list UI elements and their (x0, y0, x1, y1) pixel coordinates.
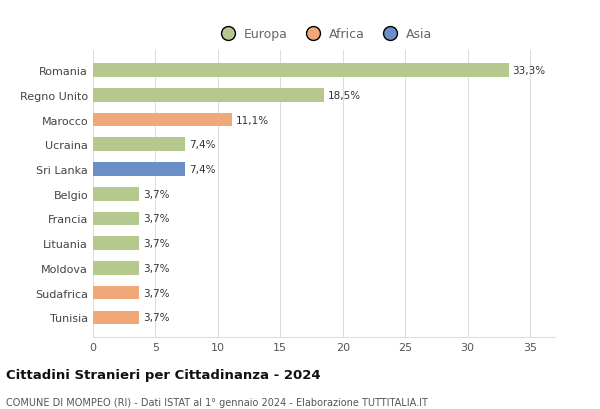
Text: COMUNE DI MOMPEO (RI) - Dati ISTAT al 1° gennaio 2024 - Elaborazione TUTTITALIA.: COMUNE DI MOMPEO (RI) - Dati ISTAT al 1°… (6, 397, 428, 407)
Bar (93, 113, 232, 127)
Text: 33,3%: 33,3% (512, 66, 545, 76)
Bar (93, 89, 324, 102)
Bar (93, 212, 139, 226)
Text: Cittadini Stranieri per Cittadinanza - 2024: Cittadini Stranieri per Cittadinanza - 2… (6, 368, 320, 381)
Text: 3,7%: 3,7% (143, 263, 169, 273)
Text: 7,4%: 7,4% (189, 140, 215, 150)
Bar (93, 311, 139, 324)
Text: 3,7%: 3,7% (143, 288, 169, 298)
Bar (93, 64, 509, 78)
Text: 3,7%: 3,7% (143, 189, 169, 199)
Bar (93, 187, 139, 201)
Text: 18,5%: 18,5% (328, 91, 361, 101)
Bar (93, 237, 139, 250)
Bar (93, 163, 185, 176)
Text: 3,7%: 3,7% (143, 238, 169, 249)
Text: 11,1%: 11,1% (235, 115, 268, 125)
Bar (93, 261, 139, 275)
Legend: Europa, Africa, Asia: Europa, Africa, Asia (211, 23, 437, 46)
Text: 3,7%: 3,7% (143, 214, 169, 224)
Bar (93, 138, 185, 152)
Text: 7,4%: 7,4% (189, 164, 215, 175)
Bar (93, 286, 139, 300)
Text: 3,7%: 3,7% (143, 312, 169, 323)
